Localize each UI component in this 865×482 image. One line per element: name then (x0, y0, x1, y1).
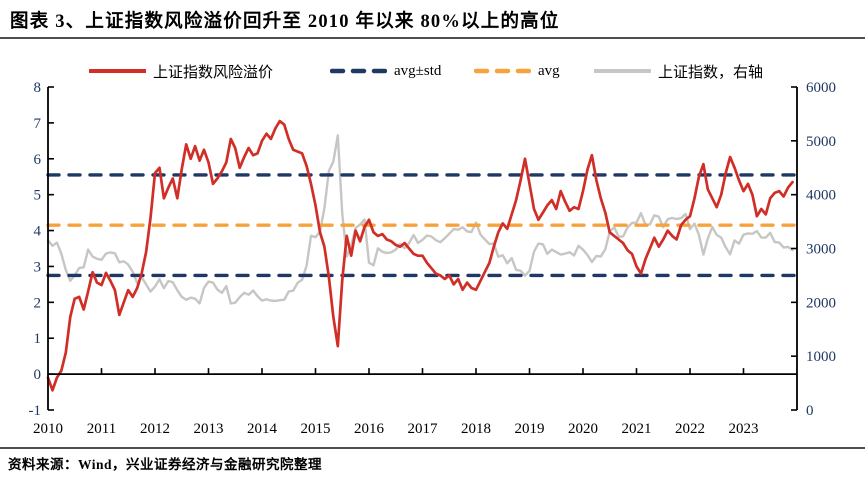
x-axis-tick-label: 2022 (675, 421, 705, 437)
y-right-tick-label: 6000 (806, 80, 836, 96)
legend-label-risk-premium: 上证指数风险溢价 (153, 64, 274, 81)
x-axis-tick-label: 2011 (87, 421, 116, 437)
y-right-tick-label: 4000 (806, 188, 836, 204)
figure-title: 图表 3、上证指数风险溢价回升至 2010 年以来 80%以上的高位 (10, 12, 560, 32)
y-left-tick-label: 2 (34, 295, 42, 311)
source-divider (0, 447, 865, 450)
risk-premium-line (46, 119, 794, 392)
y-left-tick-label: 7 (34, 116, 42, 132)
y-right-tick-label: 1000 (806, 349, 836, 365)
legend-item-avg-std: avg±std (330, 61, 441, 81)
x-axis-tick-label: 2018 (461, 421, 491, 437)
legend-label-avg: avg (538, 62, 560, 79)
y-left-tick-label: 8 (34, 80, 42, 96)
legend-swatch-risk-premium-icon (89, 69, 146, 73)
y-right-tick-label: 0 (806, 403, 814, 419)
source-note: 资料来源：Wind，兴业证券经济与金融研究院整理 (8, 457, 323, 472)
title-divider (0, 37, 865, 40)
x-axis-tick-label: 2013 (194, 421, 224, 437)
y-left-tick-label: 3 (34, 259, 42, 275)
legend-item-sse-index: 上证指数，右轴 (594, 61, 763, 81)
y-left-tick-label: 0 (34, 367, 42, 383)
x-axis-tick-label: 2010 (33, 421, 63, 437)
x-axis-tick-label: 2021 (622, 421, 652, 437)
x-axis-tick-label: 2016 (354, 421, 385, 437)
x-axis-tick-label: 2014 (247, 421, 278, 437)
sse-index-line (46, 134, 794, 305)
y-left-tick-label: 6 (34, 152, 42, 168)
y-left-tick-label: 1 (34, 331, 42, 347)
y-left-tick-label: 5 (34, 188, 42, 204)
legend-item-avg: avg (474, 61, 560, 81)
y-right-tick-label: 3000 (806, 242, 836, 258)
x-axis-tick-label: 2012 (140, 421, 170, 437)
legend-label-avg-std: avg±std (394, 62, 442, 79)
x-axis-tick-label: 2023 (729, 421, 759, 437)
y-left-tick-label: 4 (34, 224, 42, 240)
x-axis-tick-label: 2017 (408, 421, 439, 437)
y-left-tick-label: -1 (29, 403, 42, 419)
legend-swatch-avg-icon (474, 68, 531, 74)
x-axis-tick-label: 2020 (568, 421, 598, 437)
y-right-tick-label: 5000 (806, 134, 836, 150)
chart-legend: 上证指数风险溢价 avg±std avg 上证指数，右轴 (0, 61, 865, 81)
legend-swatch-sse-index-icon (594, 69, 651, 73)
legend-item-risk-premium: 上证指数风险溢价 (89, 61, 273, 81)
y-right-tick-label: 2000 (806, 295, 836, 311)
legend-swatch-avg-std-icon (330, 68, 387, 74)
x-axis-tick-label: 2015 (301, 421, 331, 437)
x-axis-tick-label: 2019 (515, 421, 545, 437)
legend-label-sse-index: 上证指数，右轴 (658, 64, 764, 81)
